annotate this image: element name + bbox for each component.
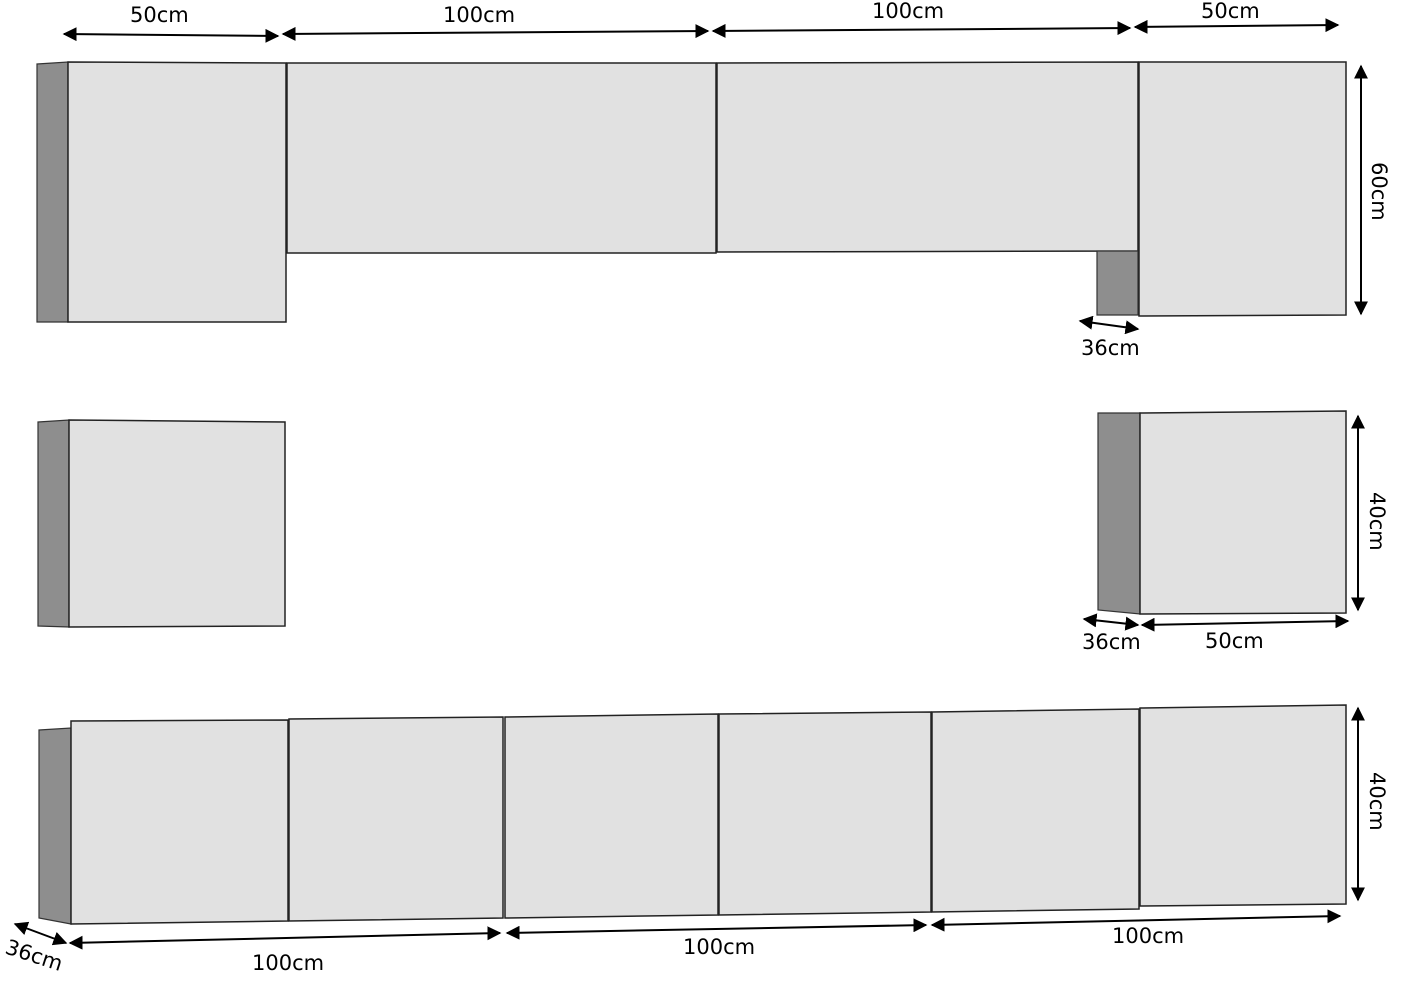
label-bottom-width-2: 100cm [683, 935, 755, 959]
label-bottom-width-1: 100cm [252, 951, 324, 975]
label-bottom-height: 40cm [1365, 772, 1389, 831]
dim-line-36-top [1078, 315, 1140, 335]
dim-line-100-b1 [68, 926, 502, 950]
label-top-height: 60cm [1367, 162, 1391, 221]
dim-line-top-50-left [62, 27, 280, 43]
bottom-cabinet-row [38, 704, 1347, 925]
label-top-width-4: 50cm [1201, 0, 1260, 23]
dim-line-top-50-right [1133, 18, 1340, 34]
label-top-width-2: 100cm [443, 3, 515, 27]
label-top-width-3: 100cm [872, 0, 944, 23]
label-bottom-width-3: 100cm [1112, 924, 1184, 948]
middle-left-cabinet [37, 419, 286, 628]
dim-line-top-100-b [711, 21, 1132, 38]
dim-line-top-100-a [281, 24, 710, 41]
dim-line-100-b3 [930, 909, 1342, 932]
dim-line-36-mid [1082, 613, 1140, 631]
label-mid-height: 40cm [1365, 492, 1389, 551]
label-bottom-depth: 36cm [2, 935, 65, 976]
dim-line-50-mid [1140, 614, 1350, 632]
dim-line-100-b2 [505, 918, 928, 940]
top-left-cabinet [36, 61, 287, 323]
dim-line-36-bottom [13, 921, 68, 946]
label-mid-depth: 36cm [1082, 630, 1141, 654]
label-mid-width: 50cm [1205, 629, 1264, 653]
top-wide-cabinet-2 [716, 61, 1139, 253]
top-right-cabinet [1096, 61, 1347, 317]
label-top-width-1: 50cm [130, 3, 189, 27]
top-wide-cabinet-1 [286, 62, 717, 254]
middle-right-cabinet [1097, 410, 1347, 615]
label-top-depth: 36cm [1081, 336, 1140, 360]
